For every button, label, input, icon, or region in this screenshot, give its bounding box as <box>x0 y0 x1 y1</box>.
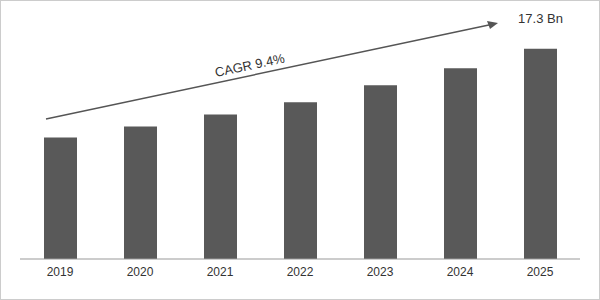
svg-text:2019: 2019 <box>47 265 74 279</box>
svg-text:CAGR 9.4%: CAGR 9.4% <box>214 50 287 79</box>
svg-text:2024: 2024 <box>447 265 474 279</box>
svg-text:2022: 2022 <box>287 265 314 279</box>
svg-text:2021: 2021 <box>207 265 234 279</box>
svg-text:2023: 2023 <box>367 265 394 279</box>
svg-text:2020: 2020 <box>127 265 154 279</box>
svg-text:17.3 Bn: 17.3 Bn <box>518 11 563 26</box>
svg-text:2025: 2025 <box>527 265 554 279</box>
